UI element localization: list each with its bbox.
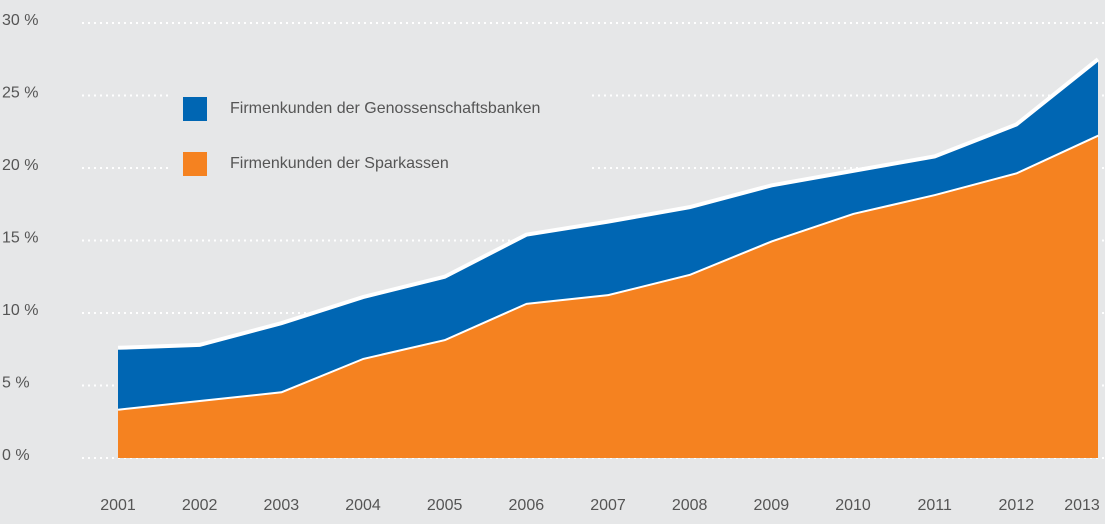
x-tick-label: 2005: [427, 497, 463, 514]
x-tick-label: 2008: [672, 497, 708, 514]
x-tick-label: 2009: [754, 497, 790, 514]
y-tick-label: 20 %: [2, 157, 38, 174]
legend-swatch: [183, 97, 207, 121]
y-tick-label: 15 %: [2, 230, 38, 247]
legend-label: Firmenkunden der Sparkassen: [230, 155, 449, 172]
y-tick-label: 5 %: [2, 375, 30, 392]
x-tick-label: 2011: [917, 497, 952, 514]
legend-background: [172, 85, 592, 185]
legend-swatch: [183, 152, 207, 176]
y-tick-label: 30 %: [2, 12, 38, 29]
y-tick-label: 0 %: [2, 447, 30, 464]
area: [118, 59, 1098, 409]
x-tick-label: 2013: [1064, 497, 1100, 514]
x-tick-label: 2002: [182, 497, 218, 514]
x-tick-label: 2003: [264, 497, 300, 514]
x-tick-label: 2004: [345, 497, 381, 514]
y-tick-label: 25 %: [2, 85, 38, 102]
x-tick-label: 2010: [835, 497, 871, 514]
x-tick-label: 2007: [590, 497, 626, 514]
x-tick-label: 2001: [100, 497, 136, 514]
legend-label: Firmenkunden der Genossenschaftsbanken: [230, 100, 540, 117]
y-tick-label: 10 %: [2, 302, 38, 319]
area: [118, 134, 1098, 458]
x-tick-label: 2012: [999, 497, 1035, 514]
x-tick-label: 2006: [509, 497, 545, 514]
area-edge: [117, 57, 1100, 350]
